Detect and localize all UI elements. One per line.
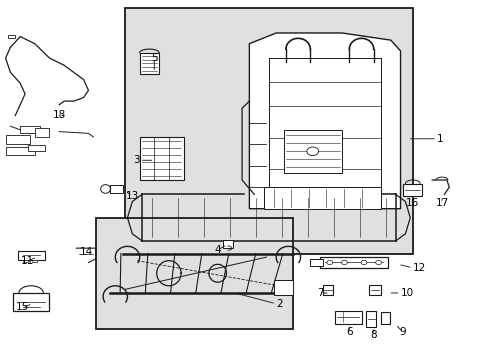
Text: 11: 11 bbox=[21, 256, 34, 266]
Bar bbox=[366, 311, 375, 327]
Bar bbox=[140, 53, 159, 74]
Text: 17: 17 bbox=[434, 198, 447, 208]
Bar bbox=[18, 251, 44, 260]
Bar bbox=[310, 259, 322, 266]
Text: 5: 5 bbox=[151, 53, 157, 63]
Circle shape bbox=[375, 260, 381, 265]
Bar bbox=[380, 312, 389, 324]
Polygon shape bbox=[249, 33, 400, 209]
Bar bbox=[402, 184, 422, 196]
Text: 9: 9 bbox=[399, 327, 406, 337]
Text: 2: 2 bbox=[276, 299, 282, 309]
Bar bbox=[20, 126, 40, 134]
Bar bbox=[96, 218, 293, 329]
Text: 1: 1 bbox=[436, 134, 443, 144]
Bar bbox=[27, 145, 44, 151]
Text: 15: 15 bbox=[16, 302, 29, 312]
Bar bbox=[35, 128, 49, 137]
Bar bbox=[13, 293, 49, 311]
Text: 18: 18 bbox=[53, 111, 66, 121]
Bar bbox=[322, 285, 332, 296]
Text: 7: 7 bbox=[316, 288, 323, 298]
Bar bbox=[334, 311, 361, 324]
Text: 4: 4 bbox=[214, 245, 221, 255]
Circle shape bbox=[326, 260, 332, 265]
Bar bbox=[32, 260, 37, 262]
Text: 10: 10 bbox=[400, 288, 413, 298]
Bar bbox=[273, 280, 293, 295]
Bar bbox=[8, 35, 15, 39]
Text: 16: 16 bbox=[405, 198, 419, 208]
Bar bbox=[222, 240, 233, 248]
Bar bbox=[5, 135, 30, 144]
Bar bbox=[5, 147, 35, 155]
Text: 13: 13 bbox=[125, 191, 139, 201]
Bar bbox=[110, 185, 122, 193]
Bar bbox=[320, 257, 387, 268]
Bar bbox=[140, 137, 183, 180]
Bar bbox=[368, 285, 380, 296]
Text: 6: 6 bbox=[346, 327, 352, 337]
Bar bbox=[283, 130, 341, 173]
Bar bbox=[22, 260, 27, 262]
Circle shape bbox=[360, 260, 366, 265]
Text: 12: 12 bbox=[412, 263, 425, 273]
Text: 8: 8 bbox=[369, 330, 376, 340]
Text: 3: 3 bbox=[133, 155, 140, 165]
Text: 14: 14 bbox=[79, 247, 92, 257]
Bar bbox=[125, 8, 412, 253]
Circle shape bbox=[306, 147, 318, 156]
Bar bbox=[264, 187, 380, 209]
Circle shape bbox=[341, 260, 346, 265]
